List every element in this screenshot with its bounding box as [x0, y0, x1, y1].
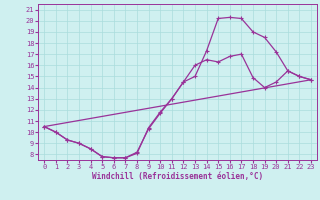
X-axis label: Windchill (Refroidissement éolien,°C): Windchill (Refroidissement éolien,°C): [92, 172, 263, 181]
